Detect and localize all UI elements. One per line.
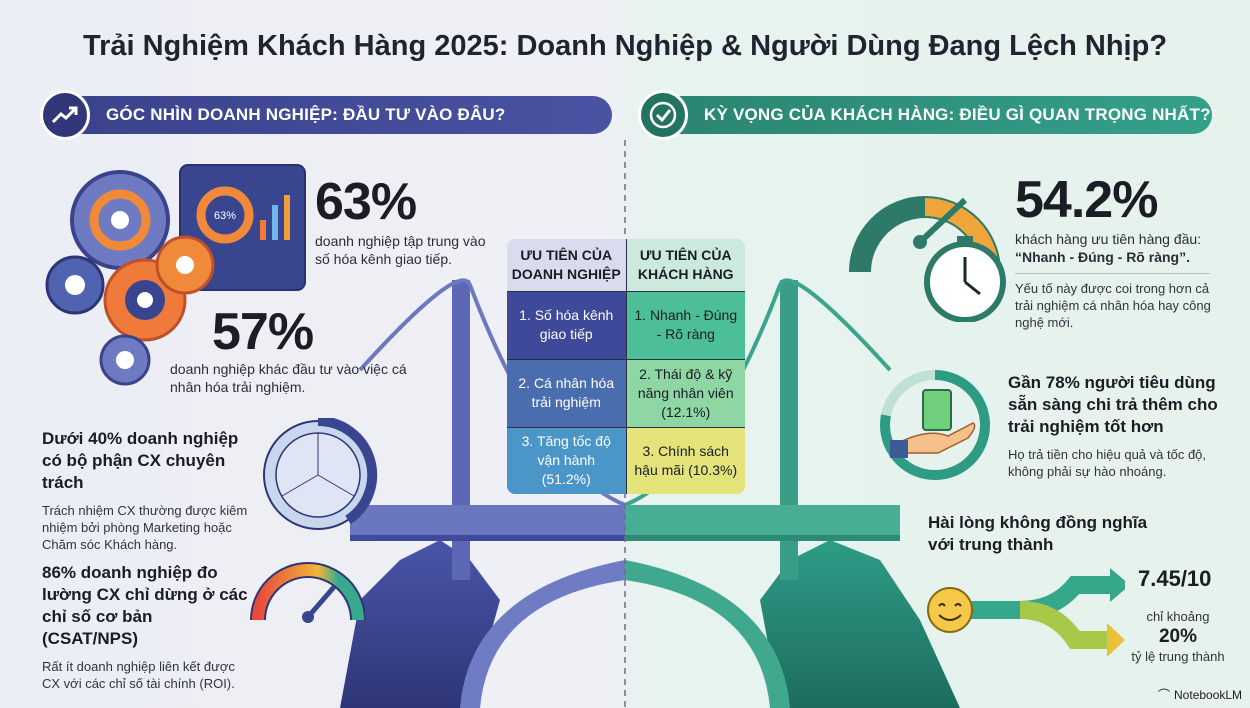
- stat-57-value: 57%: [212, 303, 314, 361]
- cx-measure-heading: 86% doanh nghiệp đo lường CX chỉ dừng ở …: [42, 563, 248, 648]
- customer-priority-1: 1. Nhanh - Đúng - Rõ ràng: [625, 290, 745, 360]
- loyalty-block: chỉ khoảng 20% tỷ lệ trung thành: [1118, 608, 1238, 665]
- cx-team-heading: Dưới 40% doanh nghiệp có bộ phận CX chuy…: [42, 429, 239, 492]
- pay-more-heading: Gần 78% người tiêu dùng sẵn sàng chi trả…: [1008, 373, 1218, 436]
- loyalty-prefix: chỉ khoảng: [1146, 609, 1210, 624]
- divider: [1015, 273, 1210, 274]
- cx-team-block: Dưới 40% doanh nghiệp có bộ phận CX chuy…: [42, 428, 256, 553]
- stat-54-block: 54.2% khách hàng ưu tiên hàng đầu: “Nhan…: [1015, 174, 1230, 331]
- gears-dashboard-icon: 63%: [45, 164, 306, 386]
- priority-table: ƯU TIÊN CỦA DOANH NGHIỆP ƯU TIÊN CỦA KHÁ…: [505, 237, 747, 496]
- cx-measure-text: Rất ít doanh nghiệp liên kết được CX với…: [42, 659, 235, 691]
- loyalty-heading: Hài lòng không đồng nghĩa với trung thàn…: [928, 513, 1148, 554]
- stat-63-text: doanh nghiệp tập trung vào số hóa kênh g…: [315, 233, 486, 267]
- speedometer-stopwatch-icon: [849, 196, 1006, 322]
- business-priority-header: ƯU TIÊN CỦA DOANH NGHIỆP: [507, 239, 627, 292]
- gauge-icon: [250, 562, 365, 623]
- customer-banner: KỲ VỌNG CỦA KHÁCH HÀNG: ĐIỀU GÌ QUAN TRỌ…: [638, 90, 1212, 140]
- stat-63-block: 63% doanh nghiệp tập trung vào số hóa kê…: [315, 176, 490, 268]
- business-priority-3: 3. Tăng tốc độ vận hành (51.2%): [507, 426, 627, 494]
- stat-54-quote: “Nhanh - Đúng - Rõ ràng”.: [1015, 249, 1190, 265]
- brand-label: NotebookLM: [1174, 688, 1243, 702]
- trend-up-icon: [40, 90, 90, 140]
- customer-priority-3: 3. Chính sách hậu mãi (10.3%): [625, 426, 745, 494]
- satisfaction-score: 7.45/10: [1138, 566, 1212, 591]
- pay-more-text: Họ trả tiền cho hiệu quả và tốc độ, khôn…: [1008, 447, 1207, 479]
- loyalty-label: tỷ lệ trung thành: [1131, 649, 1225, 664]
- dashboard-63-label: 63%: [214, 210, 236, 222]
- check-circle-icon: [638, 90, 688, 140]
- loyalty-rate: 20%: [1158, 626, 1198, 647]
- stat-57-text: doanh nghiệp khác đầu tư vào việc cá nhâ…: [170, 361, 407, 395]
- stat-54-value: 54.2%: [1015, 171, 1158, 229]
- notebooklm-logo-icon: ⌒: [1158, 688, 1171, 702]
- business-banner: GÓC NHÌN DOANH NGHIỆP: ĐẦU TƯ VÀO ĐÂU?: [40, 90, 612, 140]
- stat-57-block: 57% doanh nghiệp khác đầu tư vào việc cá…: [170, 306, 415, 396]
- pay-more-block: Gần 78% người tiêu dùng sẵn sàng chi trả…: [1008, 372, 1243, 480]
- business-banner-label: GÓC NHÌN DOANH NGHIỆP: ĐẦU TƯ VÀO ĐÂU?: [106, 105, 506, 124]
- office-pie-icon: [263, 418, 378, 530]
- cx-measure-block: 86% doanh nghiệp đo lường CX chỉ dừng ở …: [42, 562, 250, 692]
- customer-priority-2: 2. Thái độ & kỹ năng nhân viên (12.1%): [625, 358, 745, 428]
- cx-team-text: Trách nhiệm CX thường được kiêm nhiệm bở…: [42, 503, 248, 552]
- page-title: Trải Nghiệm Khách Hàng 2025: Doanh Nghiệ…: [82, 30, 1168, 62]
- stat-63-value: 63%: [315, 173, 417, 231]
- customer-banner-label: KỲ VỌNG CỦA KHÁCH HÀNG: ĐIỀU GÌ QUAN TRỌ…: [704, 105, 1211, 124]
- money-hand-ring-icon: [880, 370, 990, 480]
- stat-54-note: Yếu tố này được coi trong hơn cả trải ng…: [1015, 281, 1211, 330]
- fork-road-icon: [927, 568, 1125, 657]
- business-priority-2: 2. Cá nhân hóa trải nghiệm: [507, 358, 627, 428]
- business-priority-1: 1. Số hóa kênh giao tiếp: [507, 290, 627, 360]
- customer-priority-header: ƯU TIÊN CỦA KHÁCH HÀNG: [625, 239, 745, 292]
- stat-54-text: khách hàng ưu tiên hàng đầu:: [1015, 231, 1202, 247]
- brand-watermark: ⌒ NotebookLM: [1158, 688, 1242, 702]
